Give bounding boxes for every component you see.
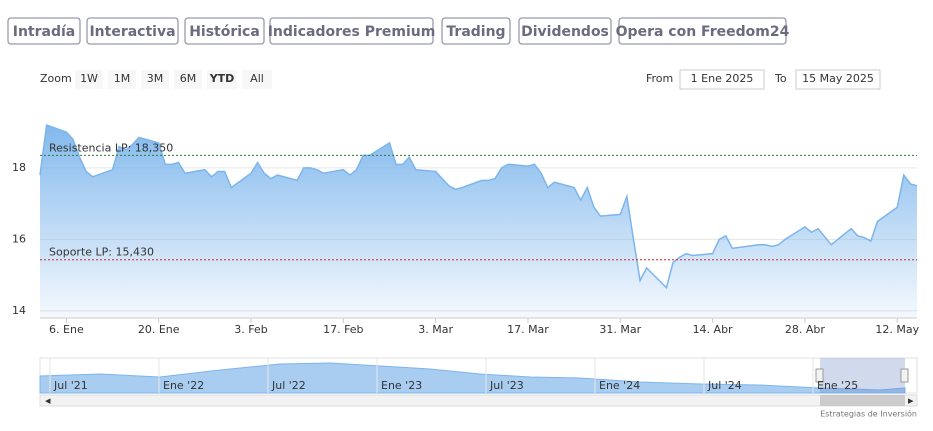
scrollbar[interactable] [39, 394, 918, 407]
plot-line-label: Soporte LP: 15,430 [49, 246, 154, 259]
navigator-label: Jul '21 [53, 379, 88, 392]
tab-label[interactable]: Indicadores Premium [268, 24, 436, 40]
navigator-label: Ene '23 [381, 379, 422, 392]
zoom-button[interactable] [75, 70, 103, 89]
tab[interactable] [618, 17, 787, 45]
x-tick-label: 17. Feb [323, 323, 363, 336]
tab[interactable] [518, 17, 612, 45]
x-tick-label: 17. Mar [507, 323, 549, 336]
navigator-label: Ene '24 [599, 379, 640, 392]
x-tick-label: 14. Abr [693, 323, 733, 336]
x-tick-label: 3. Feb [234, 323, 267, 336]
zoom-button[interactable] [207, 70, 237, 89]
zoom-buttons: 1W 1M 3M 6M YTD All [75, 70, 272, 89]
to-input[interactable] [795, 69, 881, 90]
tab-label[interactable]: Interactiva [89, 24, 175, 40]
scroll-left[interactable]: ◂ [45, 394, 51, 407]
zoom-label: Zoom [40, 72, 72, 85]
to-label: To [774, 72, 787, 85]
x-tick-label: 12. May [875, 323, 919, 336]
zoom-button[interactable] [141, 70, 169, 89]
zoom-button-label[interactable]: 1M [114, 72, 131, 85]
x-tick-label: 3. Mar [418, 323, 453, 336]
from-input[interactable] [679, 69, 765, 90]
zoom-button-label[interactable]: 1W [80, 72, 98, 85]
tab-label[interactable]: Trading [446, 24, 505, 40]
navigator-label: Jul '24 [707, 379, 742, 392]
from-value[interactable]: 1 Ene 2025 [691, 72, 754, 85]
y-tick-label: 14 [12, 304, 26, 317]
line [39, 123, 918, 290]
scroll-right[interactable]: ▸ [908, 394, 914, 407]
x-tick-label: 31. Mar [599, 323, 641, 336]
navigator-label: Ene '25 [817, 379, 858, 392]
from-label: From [646, 72, 673, 85]
tab-label[interactable]: Intradía [13, 24, 76, 40]
zoom-button-label[interactable]: 6M [180, 72, 197, 85]
credit: Estrategias de Inversión [820, 409, 917, 419]
zoom-button-label[interactable]: All [250, 72, 264, 85]
y-tick-label: 18 [12, 161, 26, 174]
navigator-series [39, 362, 906, 394]
tab[interactable] [269, 17, 434, 45]
x-tick-label: 20. Ene [138, 323, 180, 336]
to-value[interactable]: 15 May 2025 [802, 72, 874, 85]
area [40, 125, 917, 319]
navigator-label: Ene '22 [163, 379, 204, 392]
scrollbar-thumb[interactable] [820, 395, 905, 406]
tab[interactable] [7, 17, 81, 45]
navigator-label: Jul '22 [271, 379, 306, 392]
tab-label[interactable]: Opera con Freedom24 [616, 24, 790, 40]
zoom-button[interactable] [174, 70, 202, 89]
navigator-labels: Jul '21 Ene '22 Jul '22 Ene '23 Jul '23 Ene '… [49, 358, 858, 393]
navigator-selection[interactable] [820, 358, 905, 393]
zoom-button[interactable] [242, 70, 272, 89]
plot-line-label: Resistencia LP: 18,350 [49, 141, 173, 154]
x-tick-label: 28. Abr [785, 323, 825, 336]
zoom-button-label[interactable]: YTD [209, 72, 235, 85]
navigator-handle[interactable] [815, 368, 824, 383]
navigator-handle[interactable] [900, 368, 909, 383]
tab[interactable] [86, 17, 179, 45]
x-tick-label: 6. Ene [49, 323, 84, 336]
tab[interactable] [441, 17, 511, 45]
tab-label[interactable]: Histórica [189, 24, 260, 40]
zoom-button-label[interactable]: 3M [147, 72, 164, 85]
plot: 14 16 18 Resistencia LP: 18,350 Soporte LP: … [12, 123, 920, 336]
y-tick-label: 16 [12, 232, 26, 245]
navigator-label: Jul '23 [489, 379, 524, 392]
tabs: Intradía Interactiva Histórica Indicadores … [7, 17, 790, 45]
zoom-button[interactable] [108, 70, 136, 89]
tab[interactable] [184, 17, 265, 45]
tab-label[interactable]: Dividendos [521, 24, 609, 40]
